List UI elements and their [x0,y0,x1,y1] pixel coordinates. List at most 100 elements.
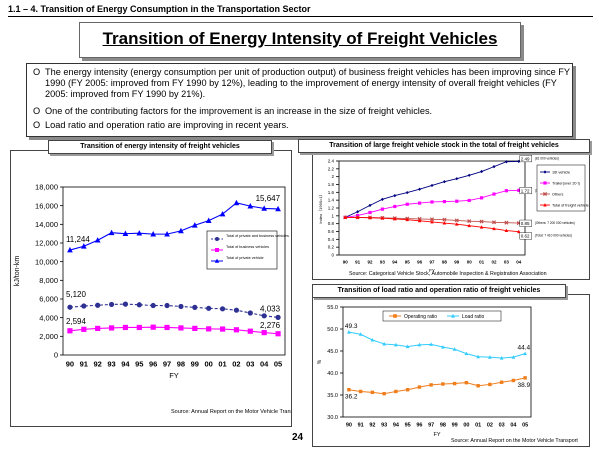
data-point [418,201,422,205]
data-point [136,230,143,236]
energy-intensity-chart: 0 2,000 4,000 6,000 8,000 10,000 12,000 14,000 1… [14,183,303,415]
data-point [122,301,129,307]
y-tick-label: 45.0 [327,349,338,355]
data-point [455,222,459,226]
x-tick-label: 99 [191,360,199,369]
data-label: 0.62 [521,234,530,239]
data-point [488,382,492,387]
data-point [429,383,433,387]
data-point [430,183,434,188]
data-point [150,324,156,330]
bullet-box: O The energy intensity (energy consumpti… [26,63,573,137]
data-point [467,198,471,203]
data-point [150,231,157,237]
legend-marker [215,248,219,252]
data-point [247,328,253,334]
data-point [358,389,363,394]
data-point [492,226,496,231]
data-point [206,305,212,311]
y-tick-label: 2 [331,174,334,179]
x-tick-label: 01 [218,360,226,369]
y-tick-label: 0.2 [328,245,335,250]
data-point [370,337,375,342]
data-point [136,324,142,331]
y-tick-label: 2,000 [39,332,58,341]
y-tick-label: 1.2 [328,206,335,211]
x-tick-label: 90 [343,260,349,265]
data-point [455,177,459,181]
data-point [430,200,434,204]
data-point [405,202,409,206]
legend-label: Trailer(over 20 t) [552,182,581,186]
data-point [479,219,484,224]
y-tick-label: 35.0 [327,393,338,399]
x-tick-label: 91 [355,260,361,265]
large-vehicle-stock-chart: 0 0.2 0.4 0.6 0.8 1 1.2 1.4 1.6 1.8 2 2.2 2.4 90 91 92 9… [318,155,589,277]
data-point [108,325,115,331]
legend-label: 16t vehicle [552,171,570,175]
data-point [382,391,386,396]
data-point [122,230,129,237]
data-point [442,200,446,204]
x-tick-label: 96 [149,360,157,369]
data-point [523,376,527,380]
legend-marker [451,313,455,318]
y-tick-label: 18,000 [35,183,58,192]
x-tick-label: 91 [358,423,364,429]
data-point [441,345,445,349]
legend-label: Total of freight vehicle [552,204,589,208]
x-tick-label: 01 [475,423,481,429]
data-point [164,302,170,309]
data-point [499,356,504,360]
legend-marker [543,181,547,185]
title-box: Transition of Energy Intensity of Freigh… [79,22,521,58]
x-tick-label: 92 [94,360,102,369]
y-tick-label: 1.4 [328,198,335,203]
data-point [394,389,398,394]
x-tick-label: 95 [405,260,411,265]
x-axis-label: FY [429,268,435,273]
y-tick-label: 8,000 [39,276,58,285]
data-point [442,221,447,225]
x-tick-label: 98 [442,260,448,265]
data-point [347,330,351,334]
x-tick-label: 91 [80,360,88,369]
x-tick-label: 98 [440,423,446,429]
series-line [69,326,279,335]
data-point [452,381,457,386]
data-point [452,347,457,351]
y-tick-label: 55.0 [327,305,338,311]
data-point [191,222,198,228]
x-tick-label: 04 [510,423,517,429]
data-label: 15,647 [256,194,281,203]
bullet-text: The energy intensity (energy consumption… [45,67,570,100]
bullet-mark: O [33,120,41,130]
data-point [393,216,397,221]
data-point [417,385,422,389]
x-tick-label: 95 [135,360,143,369]
data-label: 2.49 [521,156,530,161]
y-tick-label: 0.4 [328,237,335,242]
data-point [430,219,434,224]
bullet-mark: O [33,106,41,116]
x-tick-label: 03 [246,360,254,369]
x-tick-label: 00 [205,360,213,369]
y-tick-label: 50.0 [327,327,338,333]
data-point [108,229,115,236]
data-point [192,304,198,310]
data-point [517,229,521,234]
data-label-box [519,232,533,240]
data-point [504,189,508,193]
section-heading: 1.1 – 4. Transition of Energy Consumptio… [8,4,311,14]
data-point [368,210,372,215]
y-tick-label: 0 [331,253,334,258]
data-point [80,243,87,249]
data-point [219,210,226,217]
source-note: Source: Categorical Vehicle Stock, Autom… [349,271,547,277]
legend-label: Operating ratio [404,314,437,320]
legend-box [382,310,502,322]
y-tick-label: 0.8 [328,221,335,226]
x-tick-label: 93 [380,260,386,265]
x-tick-label: 02 [491,260,497,265]
page-title: Transition of Energy Intensity of Freigh… [102,29,498,48]
